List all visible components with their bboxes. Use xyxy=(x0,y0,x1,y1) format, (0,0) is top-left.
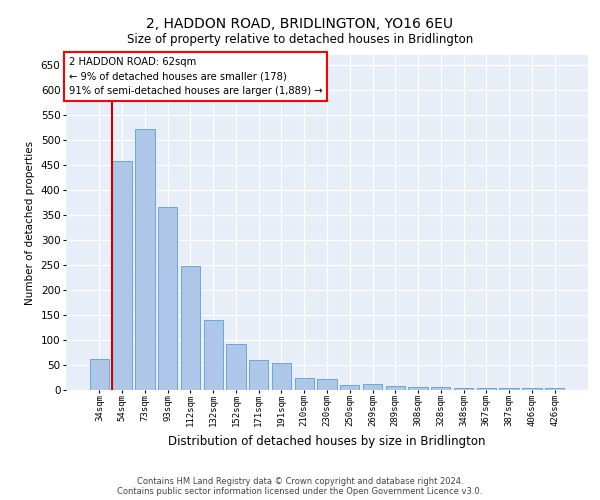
Bar xyxy=(272,362,291,390)
Bar xyxy=(431,387,451,390)
Bar xyxy=(158,206,178,390)
Bar xyxy=(226,344,245,390)
Bar xyxy=(476,388,496,390)
Bar xyxy=(135,128,155,390)
Bar xyxy=(499,388,519,390)
Text: Size of property relative to detached houses in Bridlington: Size of property relative to detached ho… xyxy=(127,32,473,46)
Bar xyxy=(409,386,428,390)
Bar xyxy=(249,360,268,390)
Bar xyxy=(386,386,405,390)
Bar xyxy=(363,384,382,390)
Bar xyxy=(545,388,564,390)
Bar xyxy=(317,379,337,390)
Bar xyxy=(522,388,542,390)
Bar xyxy=(340,385,359,390)
Text: 2, HADDON ROAD, BRIDLINGTON, YO16 6EU: 2, HADDON ROAD, BRIDLINGTON, YO16 6EU xyxy=(146,18,454,32)
Bar xyxy=(90,359,109,390)
Bar xyxy=(454,388,473,390)
Text: Contains public sector information licensed under the Open Government Licence v3: Contains public sector information licen… xyxy=(118,487,482,496)
Bar xyxy=(112,161,132,390)
Text: 2 HADDON ROAD: 62sqm
← 9% of detached houses are smaller (178)
91% of semi-detac: 2 HADDON ROAD: 62sqm ← 9% of detached ho… xyxy=(68,56,322,96)
Bar xyxy=(203,320,223,390)
Bar xyxy=(181,266,200,390)
Y-axis label: Number of detached properties: Number of detached properties xyxy=(25,140,35,304)
X-axis label: Distribution of detached houses by size in Bridlington: Distribution of detached houses by size … xyxy=(168,434,486,448)
Bar xyxy=(295,378,314,390)
Text: Contains HM Land Registry data © Crown copyright and database right 2024.: Contains HM Land Registry data © Crown c… xyxy=(137,477,463,486)
